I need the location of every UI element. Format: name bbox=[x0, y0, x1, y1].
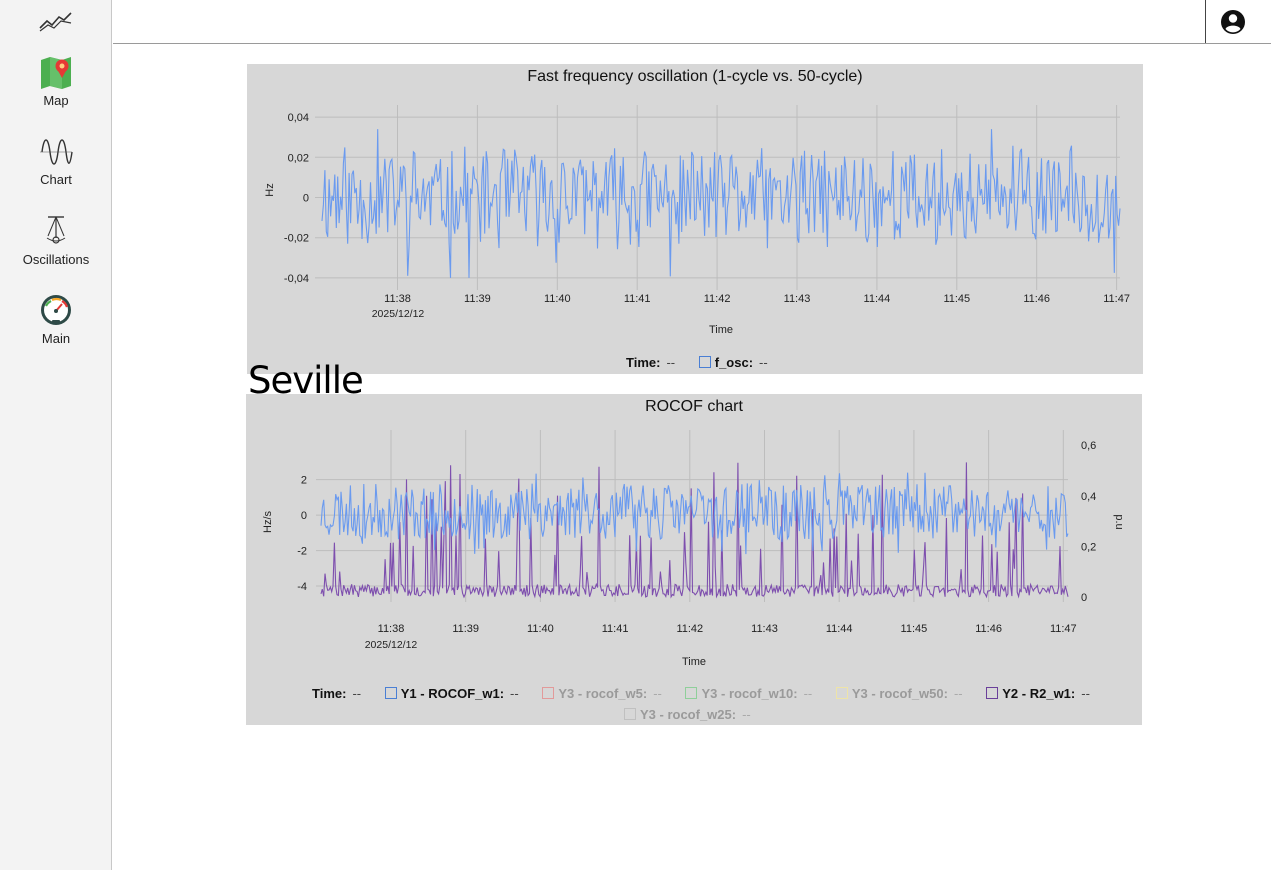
y-tick-label: 2 bbox=[301, 475, 307, 487]
x-tick-label: 11:44 bbox=[864, 293, 891, 305]
gauge-icon bbox=[38, 293, 74, 329]
legend-item-rocof-w50[interactable]: Y3 - rocof_w50: -- bbox=[835, 686, 963, 701]
sidebar-item-main[interactable]: Main bbox=[0, 293, 112, 365]
legend-item-rocof-w10[interactable]: Y3 - rocof_w10: -- bbox=[685, 686, 812, 701]
y-tick-label: -0,04 bbox=[284, 273, 309, 285]
series-line-f-osc bbox=[321, 129, 1121, 278]
top-bar-divider bbox=[1205, 0, 1206, 43]
x-subtick-label: 2025/12/12 bbox=[372, 308, 425, 320]
legend-swatch bbox=[384, 687, 397, 699]
x-tick-label: 11:40 bbox=[544, 293, 571, 305]
y-tick-label: 0,02 bbox=[288, 152, 309, 164]
sidebar-item-chart[interactable]: Chart bbox=[0, 134, 112, 206]
x-tick-label: 11:39 bbox=[452, 623, 479, 635]
legend-swatch bbox=[624, 708, 636, 720]
chart-legend-row-2: Y3 - rocof_w25: -- bbox=[624, 707, 771, 722]
x-tick-label: 11:38 bbox=[384, 293, 411, 305]
x-tick-label: 11:39 bbox=[464, 293, 491, 305]
y-tick-label: -0,02 bbox=[284, 233, 309, 245]
chart-legend: Time: -- f_osc: -- bbox=[626, 355, 788, 370]
x-tick-label: 11:40 bbox=[527, 623, 554, 635]
map-icon bbox=[38, 55, 74, 91]
legend-time: Time: -- bbox=[626, 355, 676, 370]
x-tick-label: 11:41 bbox=[602, 623, 629, 635]
x-subtick-label: 2025/12/12 bbox=[365, 639, 418, 651]
pendulum-icon bbox=[38, 214, 74, 250]
y-axis-label: Hz bbox=[264, 183, 276, 196]
legend-swatch bbox=[698, 356, 711, 368]
x-tick-label: 11:45 bbox=[901, 623, 928, 635]
y-tick-label: -4 bbox=[297, 581, 307, 593]
x-tick-label: 11:46 bbox=[975, 623, 1002, 635]
y2-tick-label: 0,4 bbox=[1081, 491, 1096, 503]
sidebar-item-label: Map bbox=[43, 93, 69, 108]
legend-item-rocof-w5[interactable]: Y3 - rocof_w5: -- bbox=[542, 686, 662, 701]
legend-item-f-osc[interactable]: f_osc: -- bbox=[698, 355, 768, 370]
sine-wave-icon bbox=[38, 134, 74, 170]
y-tick-label: 0 bbox=[303, 193, 309, 205]
legend-swatch bbox=[986, 687, 999, 699]
sidebar-item-map[interactable]: Map bbox=[0, 55, 112, 127]
x-tick-label: 11:46 bbox=[1023, 293, 1050, 305]
chart-legend: Time: -- Y1 - ROCOF_w1: -- Y3 - rocof_w5: -… bbox=[312, 686, 1110, 701]
x-tick-label: 11:43 bbox=[784, 293, 811, 305]
legend-item-rocof-w1[interactable]: Y1 - ROCOF_w1: -- bbox=[384, 686, 519, 701]
sidebar: Map Chart Oscillations bbox=[0, 0, 112, 870]
x-tick-label: 11:43 bbox=[751, 623, 778, 635]
x-tick-label: 11:42 bbox=[704, 293, 731, 305]
y-tick-label: 0,04 bbox=[288, 112, 309, 124]
chart-title: Fast frequency oscillation (1-cycle vs. … bbox=[527, 68, 863, 85]
x-tick-label: 11:41 bbox=[624, 293, 651, 305]
chart-title: ROCOF chart bbox=[645, 398, 743, 415]
sidebar-item-label: Oscillations bbox=[22, 252, 90, 267]
y2-tick-label: 0,6 bbox=[1081, 440, 1096, 452]
account-circle-icon[interactable] bbox=[1219, 8, 1247, 36]
legend-swatch bbox=[685, 687, 698, 699]
legend-time: Time: -- bbox=[312, 686, 362, 701]
x-tick-label: 11:47 bbox=[1050, 623, 1077, 635]
x-tick-label: 11:44 bbox=[826, 623, 853, 635]
y-tick-label: 0 bbox=[301, 510, 307, 522]
x-axis-label: Time bbox=[682, 656, 706, 668]
legend-item-r2-w1[interactable]: Y2 - R2_w1: -- bbox=[986, 686, 1090, 701]
x-axis-label: Time bbox=[709, 324, 733, 336]
legend-item-rocof-w25[interactable]: Y3 - rocof_w25: -- bbox=[624, 707, 751, 722]
series-line-rocof-w1 bbox=[320, 472, 1069, 555]
top-bar bbox=[113, 0, 1271, 44]
legend-swatch bbox=[542, 687, 555, 699]
rocof-chart-panel: ROCOF chart 11:38 11:39 11:40 11:41 11:42 11:… bbox=[246, 394, 1142, 725]
sidebar-item-label: Chart bbox=[40, 172, 72, 187]
y2-tick-label: 0 bbox=[1081, 592, 1087, 604]
frequency-oscillation-chart-panel: Fast frequency oscillation (1-cycle vs. … bbox=[247, 64, 1143, 374]
x-tick-label: 11:45 bbox=[943, 293, 970, 305]
y2-tick-label: 0,2 bbox=[1081, 541, 1096, 553]
x-tick-label: 11:38 bbox=[378, 623, 405, 635]
y-axis-label: Hz/s bbox=[262, 511, 274, 534]
y-tick-label: -2 bbox=[297, 546, 307, 558]
x-tick-label: 11:47 bbox=[1103, 293, 1130, 305]
series-line-r2-w1 bbox=[320, 462, 1069, 599]
line-chart-logo-icon[interactable] bbox=[38, 8, 74, 34]
frequency-oscillation-chart[interactable]: 11:38 11:39 11:40 11:41 11:42 11:43 11:44 11:45… bbox=[247, 92, 1143, 372]
x-tick-label: 11:42 bbox=[676, 623, 703, 635]
sidebar-item-label: Main bbox=[41, 331, 71, 346]
sidebar-item-oscillations[interactable]: Oscillations bbox=[0, 214, 112, 286]
y2-axis-label: p.u bbox=[1113, 514, 1125, 529]
rocof-chart[interactable]: 11:38 11:39 11:40 11:41 11:42 11:43 11:44 11:45… bbox=[246, 422, 1142, 702]
legend-swatch bbox=[835, 687, 848, 699]
